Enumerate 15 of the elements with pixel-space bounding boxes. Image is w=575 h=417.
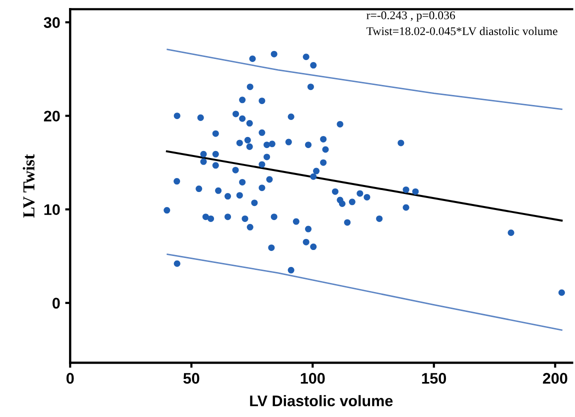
y-tick-label: 10 xyxy=(44,204,60,216)
x-tick-label: 200 xyxy=(542,372,568,384)
x-tick-label: 100 xyxy=(300,372,325,384)
line-series xyxy=(166,254,562,331)
annotation: Twist=18.02-0.045*LV diastolic volume xyxy=(366,26,558,36)
line-series xyxy=(166,48,562,110)
annotation: r=-0.243 , p=0.036 xyxy=(366,11,456,22)
y-tick-label: 30 xyxy=(44,17,60,28)
x-tick-label: 0 xyxy=(66,372,74,384)
x-axis-title: LV Diastolic volume xyxy=(250,395,393,406)
x-tick-label: 50 xyxy=(183,372,200,384)
y-axis-title: LV Twist xyxy=(22,154,35,218)
y-tick-label: 20 xyxy=(44,110,60,122)
x-tick-label: 150 xyxy=(422,372,446,384)
y-tick-label: 0 xyxy=(52,298,60,309)
